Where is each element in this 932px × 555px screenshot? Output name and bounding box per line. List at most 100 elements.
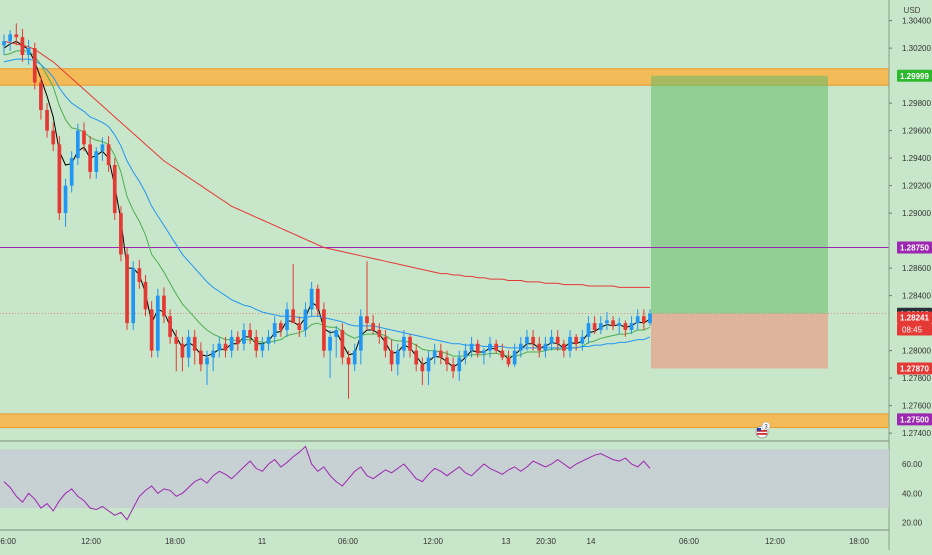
candle-body bbox=[414, 350, 419, 365]
candle-body bbox=[205, 357, 209, 365]
candle-body bbox=[199, 350, 203, 365]
candle-body bbox=[648, 313, 652, 324]
candle-body bbox=[168, 316, 172, 337]
candle-body bbox=[531, 336, 535, 344]
candle-body bbox=[94, 151, 99, 172]
time-tick-label: 06:00 bbox=[679, 537, 700, 546]
candle-body bbox=[617, 323, 622, 326]
candle-body bbox=[242, 330, 246, 344]
candle-body bbox=[611, 320, 615, 326]
candle-body bbox=[438, 350, 443, 358]
candle-body bbox=[488, 343, 492, 351]
prev-price-badge[interactable] bbox=[897, 311, 932, 324]
candle-body bbox=[32, 48, 37, 83]
candle-body bbox=[112, 165, 117, 214]
candle-body bbox=[334, 330, 339, 337]
candle-body bbox=[395, 350, 400, 365]
time-tick-label: 18:00 bbox=[849, 537, 870, 546]
candle-body bbox=[82, 130, 86, 145]
long-position-tool[interactable] bbox=[651, 75, 828, 369]
candle-body bbox=[537, 343, 542, 351]
event-flag-marker[interactable]: 3 bbox=[755, 421, 771, 439]
candle-body bbox=[377, 330, 382, 337]
target-price-label: 1.29999 bbox=[900, 72, 929, 81]
candle-body bbox=[303, 309, 308, 330]
countdown-label: 08:45 bbox=[902, 325, 923, 334]
moving-average-line bbox=[3, 58, 651, 349]
rsi-line bbox=[3, 445, 651, 521]
flag-canton bbox=[757, 428, 761, 431]
price-tick-label: 1.29000 bbox=[902, 209, 931, 218]
candle-body bbox=[192, 336, 197, 351]
currency-label: USD bbox=[904, 6, 921, 15]
candle-body bbox=[432, 350, 437, 358]
candle-body bbox=[469, 343, 474, 351]
candle-body bbox=[45, 110, 49, 131]
candle-body bbox=[580, 336, 585, 344]
target-price-badge[interactable] bbox=[897, 69, 932, 82]
stop-price-label: 1.27870 bbox=[900, 365, 929, 374]
candle-body bbox=[63, 185, 68, 214]
candle-body bbox=[463, 350, 468, 358]
rsi-tick-label: 40.00 bbox=[902, 489, 923, 498]
price-tick-label: 1.28400 bbox=[902, 292, 931, 301]
stop-zone[interactable] bbox=[651, 313, 828, 369]
candle-body bbox=[229, 336, 234, 351]
candle-body bbox=[223, 343, 228, 351]
candle-body bbox=[162, 295, 166, 317]
candle-body bbox=[506, 357, 511, 365]
candle-body bbox=[629, 323, 634, 330]
time-tick-label: 12:00 bbox=[423, 537, 444, 546]
candle-body bbox=[500, 350, 505, 358]
flag-stripe bbox=[757, 430, 767, 432]
price-axis[interactable]: 1.30400 1.30200 1.29800 1.29600 1.29400 1.292… bbox=[889, 17, 932, 528]
time-tick-label: 06:00 bbox=[0, 537, 17, 546]
candle-body bbox=[623, 323, 628, 330]
candle-body bbox=[445, 357, 449, 365]
candle-body bbox=[352, 350, 357, 365]
price-tick-label: 1.30200 bbox=[902, 44, 931, 53]
candle-body bbox=[149, 309, 154, 351]
candle-body bbox=[285, 309, 289, 330]
candle-body bbox=[346, 357, 351, 365]
candle-body bbox=[457, 357, 462, 372]
candle-body bbox=[100, 144, 105, 152]
stop-price-badge[interactable] bbox=[897, 362, 932, 375]
candle-body bbox=[315, 288, 320, 310]
candle-body bbox=[211, 350, 216, 358]
candle-body bbox=[2, 41, 6, 46]
candle-body bbox=[420, 364, 425, 372]
price-tick-label: 1.29400 bbox=[902, 154, 931, 163]
candle-body bbox=[371, 323, 375, 330]
candle-body bbox=[451, 364, 455, 372]
price-tick-label: 1.29800 bbox=[902, 99, 931, 108]
support-price-badge[interactable] bbox=[897, 413, 932, 426]
candle-body bbox=[555, 336, 560, 344]
candle-body bbox=[254, 336, 259, 351]
candle-body bbox=[475, 343, 480, 354]
time-tick-label: 13 bbox=[502, 537, 511, 546]
time-axis[interactable]: 06:00 12:00 18:00 11 06:00 12:00 13 20:30 14 06:0… bbox=[0, 537, 870, 546]
candle-body bbox=[75, 130, 80, 159]
candle-body bbox=[358, 316, 363, 351]
flag-stripe bbox=[757, 433, 767, 435]
candle-body bbox=[235, 336, 240, 344]
candle-body bbox=[174, 336, 179, 344]
candle-body bbox=[291, 309, 296, 324]
moving-averages bbox=[3, 40, 651, 368]
time-tick-label: 12:00 bbox=[765, 537, 786, 546]
candle-body bbox=[408, 336, 412, 351]
price-tick-label: 1.27400 bbox=[902, 429, 931, 438]
candle-body bbox=[482, 350, 486, 354]
support-price-label: 1.27500 bbox=[900, 415, 929, 424]
candle-body bbox=[328, 336, 332, 351]
candle-body bbox=[525, 336, 529, 344]
level-price-badge[interactable] bbox=[897, 241, 932, 254]
target-zone[interactable] bbox=[651, 75, 828, 314]
time-tick-label: 12:00 bbox=[81, 537, 102, 546]
candle-body bbox=[69, 158, 74, 186]
candle-body bbox=[322, 309, 326, 351]
rsi-band bbox=[0, 449, 889, 508]
